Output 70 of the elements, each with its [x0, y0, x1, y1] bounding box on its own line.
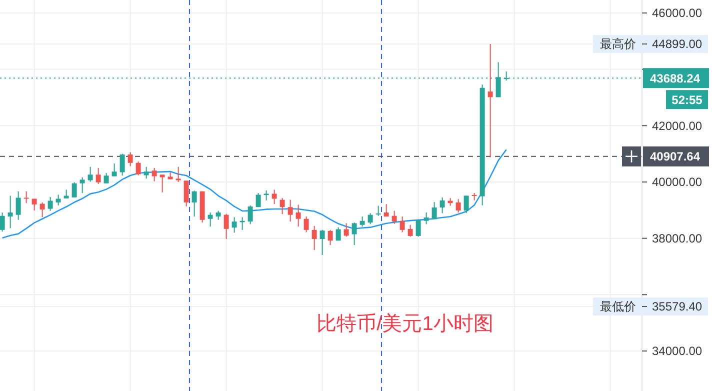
candlestick	[336, 226, 341, 242]
candlestick	[136, 161, 141, 176]
y-tick-label: 46000.00	[652, 6, 702, 20]
text: 比特币/美元1小时图	[316, 312, 494, 335]
candlestick	[456, 198, 461, 213]
candlestick	[360, 216, 365, 228]
candlestick	[400, 216, 405, 233]
candlestick	[280, 198, 285, 215]
candlestick	[464, 195, 469, 214]
candlestick	[224, 213, 229, 240]
candlestick	[368, 212, 373, 225]
candlestick	[56, 194, 61, 206]
candlestick	[408, 224, 413, 238]
candlestick	[16, 190, 21, 220]
candlestick	[96, 167, 101, 184]
candlestick	[40, 202, 45, 218]
candlestick	[0, 212, 5, 232]
candlestick	[264, 190, 269, 201]
candlestick	[288, 199, 293, 222]
candlestick	[120, 153, 125, 176]
candlestick	[272, 189, 277, 205]
line-series	[2, 148, 507, 239]
candlestick	[440, 196, 445, 214]
candlestick	[432, 202, 437, 220]
candlestick	[296, 204, 301, 228]
candlestick	[176, 166, 181, 182]
candlestick	[376, 205, 381, 216]
candlestick	[144, 166, 149, 180]
candlestick	[32, 198, 37, 211]
candlestick	[152, 167, 157, 182]
candlestick	[256, 192, 261, 208]
candlestick	[184, 180, 189, 207]
candlestick	[472, 192, 477, 201]
candlestick	[344, 222, 349, 238]
candlestick	[112, 163, 117, 177]
candlestick	[304, 216, 309, 233]
candlestick	[192, 190, 197, 218]
text: 最低价	[600, 300, 636, 314]
candlestick	[312, 225, 317, 251]
candlestick	[88, 166, 93, 182]
candlestick	[328, 229, 333, 246]
candlestick	[392, 210, 397, 224]
candlestick	[48, 196, 53, 212]
ref-line-label: 43688.24	[650, 71, 700, 86]
candlestick	[8, 195, 13, 229]
candlestick	[424, 212, 429, 225]
candlestick	[24, 190, 29, 204]
y-tick-label: 38000.00	[652, 232, 702, 246]
text: 最高价	[600, 37, 636, 52]
candlestick	[80, 176, 85, 194]
candlestick	[248, 204, 253, 225]
candlestick	[488, 43, 493, 158]
candlestick	[104, 172, 109, 184]
candlestick	[384, 204, 389, 218]
y-tick-label: 40000.00	[652, 175, 702, 190]
candlestick	[128, 152, 133, 167]
candlestick	[160, 174, 165, 193]
candlestick	[72, 182, 77, 198]
text: 52:55	[672, 92, 703, 107]
y-tick-label: 35579.40	[652, 300, 702, 314]
y-tick-label: 34000.00	[652, 344, 702, 358]
candlestick	[320, 229, 325, 256]
candlestick	[232, 216, 237, 234]
candlestick	[416, 218, 421, 238]
y-tick-label: 44899.00	[652, 37, 702, 52]
candlestick	[352, 222, 357, 246]
candlestick	[216, 210, 221, 220]
y-tick-label: 42000.00	[652, 118, 702, 133]
candlestick	[208, 212, 213, 228]
ref-line-label: 40907.64	[650, 150, 700, 164]
